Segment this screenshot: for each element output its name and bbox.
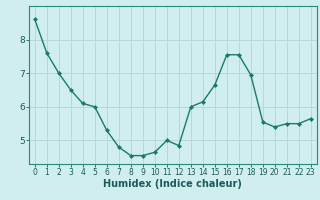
X-axis label: Humidex (Indice chaleur): Humidex (Indice chaleur)	[103, 179, 242, 189]
